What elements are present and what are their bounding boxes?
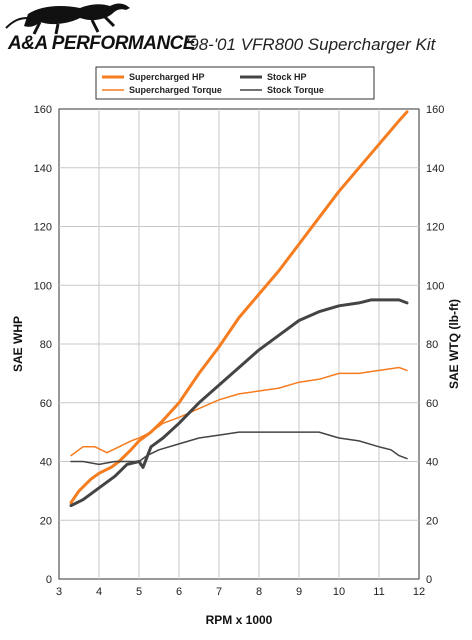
y-tick-label-left: 40 xyxy=(40,457,52,469)
y-tick-label-right: 60 xyxy=(426,398,438,410)
legend-label: Supercharged HP xyxy=(129,72,205,82)
kit-title: '98-'01 VFR800 Supercharger Kit xyxy=(186,35,436,54)
legend-label: Stock Torque xyxy=(267,85,324,95)
y-tick-label-left: 80 xyxy=(40,339,52,351)
x-tick-label: 11 xyxy=(373,586,384,598)
y-tick-label-right: 120 xyxy=(426,222,444,234)
horse-logo-icon xyxy=(5,3,130,35)
x-tick-label: 9 xyxy=(296,586,302,598)
y-tick-label-right: 100 xyxy=(426,280,444,292)
legend-label: Stock HP xyxy=(267,72,307,82)
brand-name: A&A PERFORMANCE xyxy=(8,33,196,54)
legend-label: Supercharged Torque xyxy=(129,85,222,95)
y-tick-label-left: 160 xyxy=(34,104,52,116)
y-tick-label-right: 0 xyxy=(426,574,432,586)
series-line xyxy=(69,110,409,505)
y-tick-label-left: 100 xyxy=(34,280,52,292)
y-tick-label-right: 160 xyxy=(426,104,444,116)
header: A&A PERFORMANCE '98-'01 VFR800 Superchar… xyxy=(0,0,472,62)
series-line xyxy=(69,298,409,508)
y-tick-label-left: 20 xyxy=(40,515,52,527)
x-tick-label: 3 xyxy=(56,586,62,598)
x-tick-label: 10 xyxy=(333,586,345,598)
y-tick-label-left: 120 xyxy=(34,222,52,234)
x-tick-label: 8 xyxy=(256,586,262,598)
legend-box xyxy=(95,66,375,100)
x-tick-label: 4 xyxy=(96,586,102,598)
y-tick-label-right: 140 xyxy=(426,163,444,175)
y-tick-label-left: 0 xyxy=(46,574,52,586)
y-tick-label-right: 80 xyxy=(426,339,438,351)
y-tick-label-left: 140 xyxy=(34,163,52,175)
x-tick-label: 7 xyxy=(216,586,222,598)
x-tick-label: 5 xyxy=(136,586,142,598)
series-line xyxy=(70,431,408,466)
y-tick-label-right: 20 xyxy=(426,515,438,527)
y-tick-label-left: 60 xyxy=(40,398,52,410)
x-tick-label: 12 xyxy=(413,586,425,598)
y-axis-title-right: SAE WTQ (lb-ft) xyxy=(447,299,461,389)
y-axis-title-left: SAE WHP xyxy=(11,316,25,372)
series-line xyxy=(70,366,408,457)
x-axis-title: RPM x 1000 xyxy=(206,613,273,627)
y-tick-label-right: 40 xyxy=(426,457,438,469)
x-tick-label: 6 xyxy=(176,586,182,598)
